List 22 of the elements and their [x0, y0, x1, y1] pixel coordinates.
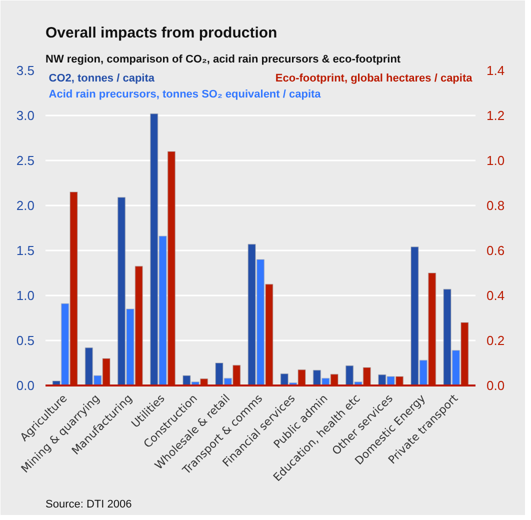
y2-tick-label: 0.6 — [486, 243, 505, 258]
y2-tick-label: 1.2 — [486, 108, 505, 123]
y-tick-label: 3.0 — [16, 108, 35, 123]
y-tick-label: 1.0 — [16, 288, 35, 303]
y2-tick-label: 0.0 — [486, 378, 505, 393]
y-tick-label: 2.0 — [16, 198, 35, 213]
y2-tick-label: 1.0 — [486, 153, 505, 168]
text: CO2, tonnes / capita — [48, 72, 156, 84]
y-tick-label: 0.5 — [16, 333, 35, 348]
y2-tick-label: 0.2 — [486, 333, 505, 348]
text: Eco-footprint, global hectares / capita — [275, 72, 474, 84]
chart-subtitle: NW region, comparison of CO₂, acid rain precursors & eco-footprint — [46, 54, 401, 66]
y2-tick-label: 1.4 — [486, 63, 505, 78]
y2-tick-label: 0.4 — [486, 288, 505, 303]
y-tick-label: 1.5 — [16, 243, 35, 258]
y-tick-label: 3.5 — [16, 63, 35, 78]
text: Acid rain precursors, tonnes SO₂ equivalent / capita — [48, 88, 322, 100]
chart-title: Overall impacts from production — [46, 24, 278, 42]
y2-tick-label: 0.8 — [486, 198, 505, 213]
y-tick-label: 2.5 — [16, 153, 35, 168]
y-tick-label: 0.0 — [16, 378, 35, 393]
source-note: Source: DTI 2006 — [46, 498, 132, 510]
